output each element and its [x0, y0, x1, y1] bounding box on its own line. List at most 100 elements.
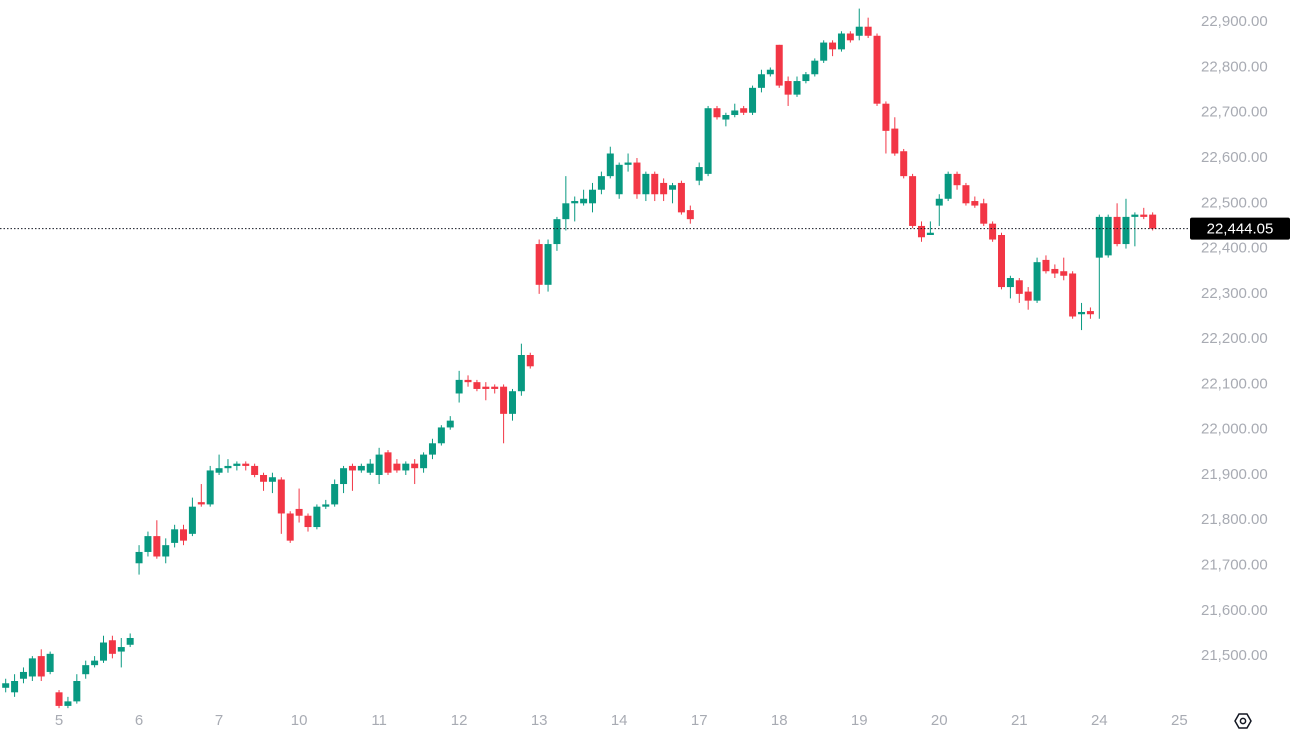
- candle-body: [464, 379, 472, 383]
- candle-body: [11, 681, 19, 693]
- candle-body: [660, 182, 668, 195]
- candle-body: [188, 506, 196, 534]
- candle-body: [677, 182, 685, 213]
- candle-body: [242, 463, 250, 466]
- candle-body: [544, 244, 552, 285]
- candle-body: [580, 198, 588, 204]
- candle-body: [713, 108, 721, 118]
- candle-body: [1104, 216, 1112, 256]
- candle-body: [215, 468, 223, 473]
- x-tick-label: 13: [531, 712, 548, 729]
- y-tick-label: 22,600.00: [1201, 149, 1268, 166]
- candle-body: [153, 536, 161, 557]
- candle-body: [535, 244, 543, 285]
- candle-body: [989, 223, 997, 240]
- x-tick-label: 12: [451, 712, 468, 729]
- candle-body: [811, 60, 819, 75]
- x-tick-label: 7: [215, 712, 223, 729]
- candle-body: [517, 354, 525, 392]
- candle-body: [357, 465, 365, 471]
- y-tick-label: 22,700.00: [1201, 104, 1268, 121]
- y-tick-label: 21,500.00: [1201, 647, 1268, 664]
- candle-body: [19, 671, 27, 679]
- candle-body: [962, 185, 970, 204]
- candle-body: [1015, 280, 1023, 294]
- candle-body: [704, 108, 712, 174]
- candle-body: [1051, 268, 1059, 274]
- candle-body: [731, 110, 739, 116]
- candle-body: [571, 201, 579, 204]
- candle-body: [775, 44, 783, 86]
- candle-body: [286, 513, 294, 541]
- candle-body: [428, 443, 436, 455]
- last-price-label: 22,444.05: [1207, 221, 1274, 238]
- candle-body: [1122, 216, 1130, 245]
- x-tick-label: 10: [291, 712, 308, 729]
- candle-body: [971, 201, 979, 206]
- candle-body: [944, 173, 952, 199]
- candle-body: [526, 354, 534, 367]
- candle-body: [562, 203, 570, 220]
- y-tick-label: 21,600.00: [1201, 602, 1268, 619]
- candle-body: [624, 162, 632, 165]
- y-tick-label: 21,700.00: [1201, 557, 1268, 574]
- y-tick-label: 21,900.00: [1201, 466, 1268, 483]
- candle-body: [55, 692, 63, 706]
- candle-body: [998, 235, 1006, 288]
- candle-body: [268, 477, 276, 482]
- candle-body: [224, 465, 232, 469]
- x-tick-label: 6: [135, 712, 143, 729]
- candle-body: [1086, 311, 1094, 315]
- candle-body: [482, 386, 490, 389]
- x-tick-label: 14: [611, 712, 628, 729]
- x-tick-label: 5: [55, 712, 63, 729]
- candle-body: [1131, 214, 1139, 217]
- settings-icon[interactable]: [1234, 713, 1252, 729]
- candle-body: [455, 379, 463, 394]
- candle-body: [820, 42, 828, 61]
- candle-body: [500, 386, 508, 414]
- candle-body: [46, 653, 54, 672]
- x-tick-label: 24: [1091, 712, 1108, 729]
- candle-body: [91, 660, 99, 666]
- candle-body: [348, 465, 356, 471]
- y-tick-label: 22,400.00: [1201, 240, 1268, 257]
- settings-dot: [1239, 717, 1247, 725]
- candle-body: [393, 463, 401, 471]
- candle-body: [375, 454, 383, 475]
- candle-body: [37, 656, 45, 677]
- candle-body: [597, 176, 605, 190]
- candle-body: [313, 506, 321, 528]
- candle-body: [1069, 273, 1077, 317]
- candle-body: [793, 81, 801, 95]
- candle-body: [331, 484, 339, 505]
- y-tick-label: 22,200.00: [1201, 330, 1268, 347]
- candle-body: [446, 420, 454, 428]
- candle-body: [891, 128, 899, 154]
- candle-body: [1095, 216, 1103, 258]
- candle-body: [1033, 262, 1041, 301]
- candle-body: [1113, 216, 1121, 245]
- candle-body: [695, 167, 703, 181]
- x-tick-label: 17: [691, 712, 708, 729]
- candle-body: [846, 33, 854, 41]
- y-tick-label: 22,900.00: [1201, 13, 1268, 30]
- candle-body: [935, 198, 943, 206]
- candle-body: [411, 463, 419, 469]
- x-tick-label: 25: [1171, 712, 1188, 729]
- candle-body: [322, 504, 330, 507]
- y-tick-label: 22,300.00: [1201, 285, 1268, 302]
- candle-body: [749, 87, 757, 113]
- y-tick-label: 22,000.00: [1201, 421, 1268, 438]
- candle-body: [802, 74, 810, 82]
- x-tick-label: 11: [371, 712, 387, 729]
- candle-body: [784, 81, 792, 95]
- candle-body: [108, 640, 116, 654]
- candle-body: [722, 115, 730, 120]
- candle-body: [64, 701, 72, 706]
- candle-body: [28, 658, 36, 677]
- y-tick-label: 22,800.00: [1201, 58, 1268, 75]
- candle-body: [837, 33, 845, 50]
- candle-body: [1078, 311, 1086, 315]
- candle-body: [917, 225, 925, 238]
